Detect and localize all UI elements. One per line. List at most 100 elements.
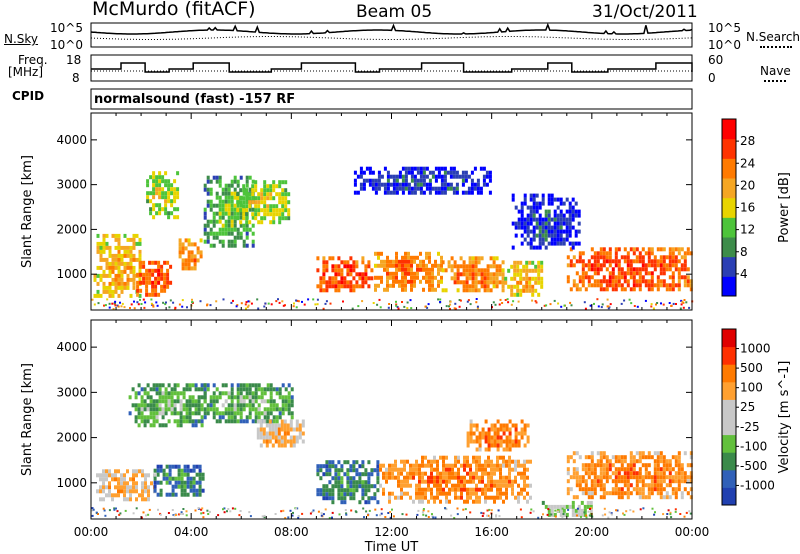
power-echo-cell (531, 268, 535, 273)
velocity-echo-cell (201, 472, 205, 477)
velocity-echo-cell (152, 415, 156, 420)
velocity-echo-cell (349, 468, 353, 473)
velocity-echo-cell (99, 497, 102, 502)
velocity-echo-cell (572, 467, 576, 472)
velocity-echo-cell (349, 476, 353, 481)
power-noise-cell (303, 303, 306, 306)
velocity-echo-cell (192, 484, 196, 489)
velocity-echo-cell (146, 391, 150, 396)
power-echo-cell (99, 277, 103, 282)
power-echo-cell (152, 195, 156, 200)
velocity-echo-cell (331, 492, 335, 497)
power-echo-cell (538, 245, 542, 250)
power-echo-cell (529, 205, 533, 210)
velocity-echo-cell (286, 431, 290, 436)
power-echo-cell (206, 219, 210, 224)
velocity-echo-cell (391, 467, 394, 472)
power-echo-cell (209, 231, 213, 236)
power-echo-cell (392, 259, 395, 264)
velocity-echo-cell (340, 496, 344, 501)
power-echo-cell (166, 268, 170, 273)
power-echo-cell (129, 257, 133, 262)
velocity-echo-cell (200, 423, 204, 428)
power-echo-cell (404, 279, 407, 284)
power-echo-cell (132, 277, 136, 282)
power-echo-cell (117, 261, 121, 266)
velocity-echo-cell (230, 387, 234, 392)
velocity-echo-cell (629, 475, 633, 480)
power-echo-cell (519, 260, 523, 265)
power-echo-cell (659, 283, 663, 288)
power-echo-cell (178, 246, 182, 251)
power-echo-cell (495, 268, 499, 273)
power-echo-cell (349, 268, 353, 273)
power-echo-cell (221, 203, 225, 208)
velocity-echo-cell (659, 451, 663, 456)
velocity-echo-cell (481, 467, 484, 472)
velocity-echo-cell (590, 483, 594, 488)
velocity-echo-cell (346, 492, 350, 497)
power-echo-cell (550, 229, 554, 234)
velocity-echo-cell (281, 399, 285, 404)
power-echo-cell (653, 259, 657, 264)
velocity-echo-cell (436, 479, 439, 484)
power-echo-cell (510, 276, 514, 281)
power-colorbar-label: 8 (740, 245, 748, 259)
velocity-echo-cell (484, 447, 488, 452)
velocity-echo-cell (659, 487, 663, 492)
velocity-echo-cell (158, 383, 162, 388)
power-echo-cell (374, 263, 377, 268)
velocity-echo-cell (242, 395, 246, 400)
velocity-echo-cell (418, 499, 421, 504)
power-echo-cell (123, 249, 127, 254)
velocity-echo-cell (433, 459, 436, 464)
power-echo-cell (653, 263, 657, 268)
power-echo-cell (593, 271, 597, 276)
velocity-echo-cell (132, 485, 135, 490)
power-echo-cell (501, 260, 505, 265)
velocity-echo-cell (493, 431, 497, 436)
velocity-echo-cell (173, 383, 177, 388)
velocity-echo-cell (523, 495, 526, 500)
velocity-noise-cell (234, 507, 237, 510)
power-echo-cell (120, 273, 124, 278)
velocity-echo-cell (102, 469, 105, 474)
velocity-echo-cell (496, 443, 500, 448)
velocity-noise-cell (434, 516, 437, 519)
velocity-echo-cell (96, 489, 99, 494)
velocity-echo-cell (189, 468, 193, 473)
velocity-echo-cell (683, 479, 687, 484)
velocity-echo-cell (171, 484, 175, 489)
power-echo-cell (535, 225, 539, 230)
velocity-echo-cell (668, 467, 672, 472)
power-noise-cell (469, 303, 472, 306)
power-echo-cell (513, 260, 517, 265)
velocity-echo-cell (152, 383, 156, 388)
velocity-echo-cell (218, 419, 222, 424)
velocity-echo-cell (614, 483, 618, 488)
velocity-echo-cell (376, 468, 380, 473)
power-echo-cell (284, 200, 288, 205)
velocity-echo-cell (281, 411, 285, 416)
power-noise-cell (165, 301, 167, 304)
velocity-echo-cell (123, 497, 126, 502)
velocity-echo-cell (581, 479, 585, 484)
power-echo-cell (257, 200, 261, 205)
velocity-echo-cell (295, 439, 299, 444)
velocity-echo-cell (677, 459, 681, 464)
velocity-echo-cell (677, 463, 681, 468)
xtick-label: 08:00 (274, 525, 309, 539)
velocity-echo-cell (153, 473, 156, 478)
power-noise-cell (395, 303, 398, 306)
velocity-echo-cell (605, 459, 609, 464)
velocity-echo-cell (325, 464, 329, 469)
power-echo-cell (461, 174, 465, 179)
power-echo-cell (528, 280, 532, 285)
velocity-echo-cell (340, 468, 344, 473)
power-echo-cell (590, 263, 594, 268)
power-echo-cell (608, 255, 612, 260)
velocity-echo-cell (599, 475, 603, 480)
velocity-echo-cell (287, 407, 291, 412)
velocity-echo-cell (254, 399, 258, 404)
velocity-echo-cell (262, 431, 266, 436)
